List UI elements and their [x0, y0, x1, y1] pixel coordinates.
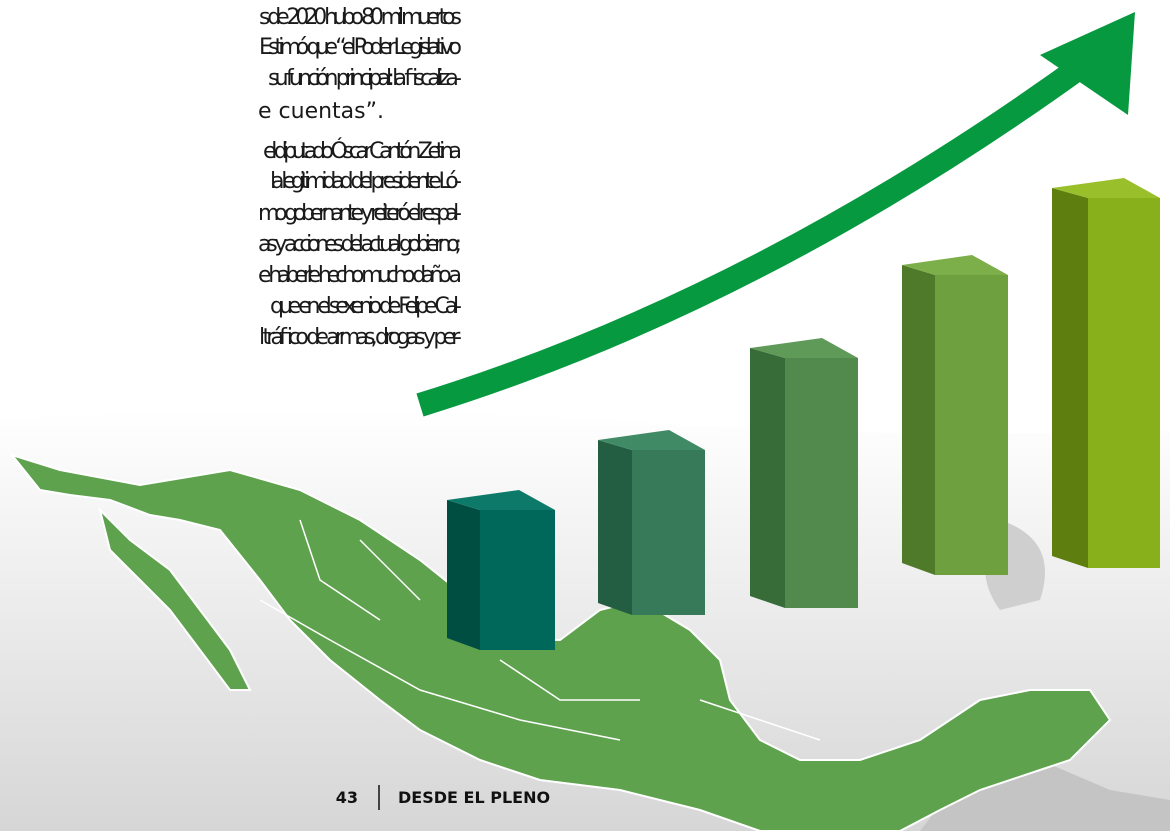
body-line: s de 2020 hubo 80 mil muertos — [259, 5, 462, 30]
bar-illustration — [447, 178, 1160, 650]
bar-side — [598, 440, 632, 615]
bar-top — [598, 430, 705, 450]
bar-side — [902, 265, 935, 575]
arrow-head — [1040, 12, 1135, 115]
bar-side — [447, 500, 480, 650]
state-borders — [259, 519, 821, 741]
body-line: e haberle hecho mucho daño a — [258, 263, 462, 288]
bar-top — [902, 255, 1008, 275]
bar-front — [632, 450, 705, 615]
body-line: la legitimidad del presidente Ló- — [270, 169, 462, 194]
page-number: 43 — [336, 788, 358, 807]
body-line: l tráfico de armas, drogas y per- — [259, 325, 462, 350]
bar-top — [1052, 178, 1160, 198]
bar-side — [1052, 188, 1088, 568]
bar-top — [447, 490, 555, 510]
body-line: Estimó que “el Poder Legislativo — [259, 35, 462, 60]
body-line: su función principal: la fiscaliza- — [268, 66, 462, 91]
body-line: mo gobernante y reiteró el respal- — [258, 201, 462, 226]
body-line: el diputado Óscar Cantón Zetina — [263, 138, 462, 164]
bar-side — [750, 348, 785, 608]
bar-front — [935, 275, 1008, 575]
peninsula — [98, 506, 252, 691]
bar-top — [750, 338, 858, 358]
body-line: e cuentas”. — [258, 99, 384, 124]
bar-front — [1088, 198, 1160, 568]
arrow-shaft — [416, 50, 1098, 417]
body-line: que en el sexenio de Felipe Cal- — [270, 294, 462, 319]
bar-front — [480, 510, 555, 650]
body-line: as y acciones del actual gobierno; — [258, 232, 462, 257]
bar-front — [785, 358, 858, 608]
section-name: DESDE EL PLENO — [398, 788, 550, 807]
